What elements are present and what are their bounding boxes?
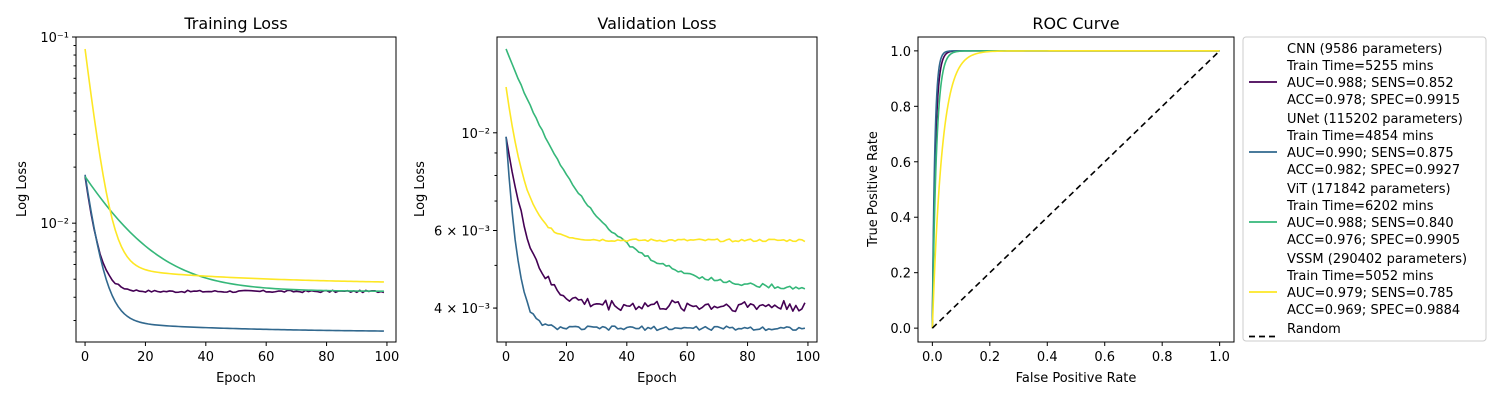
roc-curve-xlabel: False Positive Rate bbox=[1016, 371, 1137, 386]
training-loss-xlabel: Epoch bbox=[216, 371, 256, 386]
legend-text-vssm: ACC=0.969; SPEC=0.9884 bbox=[1287, 303, 1460, 318]
training-loss-xtick-label: 0 bbox=[81, 350, 89, 365]
roc-curve-ytick-label: 0.8 bbox=[890, 100, 911, 115]
training-loss-series-vssm bbox=[84, 48, 384, 283]
legend-text-unet: AUC=0.990; SENS=0.875 bbox=[1287, 146, 1454, 161]
training-loss-xtick-label: 60 bbox=[258, 350, 275, 365]
roc-curve-xtick-label: 0.2 bbox=[979, 350, 1000, 365]
validation-loss-ytick-label: 4 × 10⁻³ bbox=[434, 302, 490, 317]
roc-legend: CNN (9586 parameters) Train Time=5255 min… bbox=[1242, 36, 1487, 342]
legend-text-unet: Train Time=4854 mins bbox=[1286, 129, 1434, 144]
validation-loss-axes-frame bbox=[496, 36, 818, 343]
legend-text-cnn: Train Time=5255 mins bbox=[1286, 59, 1434, 74]
training-loss-series-unet bbox=[84, 174, 384, 332]
legend-text-unet: ACC=0.982; SPEC=0.9927 bbox=[1287, 163, 1460, 178]
validation-loss-panel: Validation Loss 0 20 40 60 80 100 4 × 10⁻³ 6 ×… bbox=[413, 14, 820, 386]
roc-curve-xtick-label: 0.0 bbox=[922, 350, 943, 365]
validation-loss-series-vssm bbox=[505, 86, 806, 243]
roc-curve-ytick-label: 0.2 bbox=[890, 267, 911, 282]
training-loss-xtick-label: 40 bbox=[198, 350, 215, 365]
legend-text-vssm: Train Time=5052 mins bbox=[1286, 269, 1434, 284]
legend-text-vssm: VSSM (290402 parameters) bbox=[1287, 252, 1467, 267]
legend-text-vit: AUC=0.988; SENS=0.840 bbox=[1287, 216, 1454, 231]
validation-loss-series-cnn bbox=[505, 136, 806, 313]
training-loss-ylabel: Log Loss bbox=[15, 161, 30, 217]
roc-curve-axes-frame bbox=[917, 36, 1235, 343]
validation-loss-title: Validation Loss bbox=[597, 14, 716, 33]
roc-curve-ylabel: True Positive Rate bbox=[866, 131, 881, 248]
roc-curve-ytick-label: 0.0 bbox=[890, 322, 911, 337]
roc-curve-ytick-label: 0.6 bbox=[890, 156, 911, 171]
training-loss-ytick-label: 10⁻² bbox=[40, 217, 69, 232]
validation-loss-xlabel: Epoch bbox=[637, 371, 677, 386]
validation-loss-ylabel: Log Loss bbox=[413, 161, 428, 217]
validation-loss-xtick-label: 0 bbox=[502, 350, 510, 365]
training-loss-xtick-label: 20 bbox=[137, 350, 154, 365]
training-loss-panel: Training Loss 0 20 40 60 80 100 10⁻² 10⁻¹ Epoc… bbox=[15, 14, 399, 386]
roc-curve-ytick-label: 1.0 bbox=[890, 45, 911, 60]
legend-frame bbox=[1242, 36, 1487, 342]
validation-loss-xtick-label: 40 bbox=[619, 350, 636, 365]
legend-text-vit: ViT (171842 parameters) bbox=[1287, 182, 1451, 197]
validation-loss-xtick-label: 20 bbox=[558, 350, 575, 365]
roc-curve-panel: ROC Curve 0.0 0.2 0.4 0.6 0.8 1.0 0.0 0.2 0.4 0.… bbox=[866, 14, 1235, 386]
training-loss-xtick-label: 80 bbox=[318, 350, 335, 365]
roc-curve-xtick-label: 0.4 bbox=[1037, 350, 1058, 365]
roc-curve-xtick-label: 0.6 bbox=[1094, 350, 1115, 365]
legend-text-random: Random bbox=[1287, 322, 1341, 337]
training-loss-series-vit bbox=[84, 176, 384, 292]
validation-loss-series-unet bbox=[505, 136, 806, 332]
legend-text-vit: Train Time=6202 mins bbox=[1286, 199, 1434, 214]
training-loss-ytick-label: 10⁻¹ bbox=[40, 31, 69, 46]
roc-curve-series-vssm bbox=[931, 50, 1220, 329]
training-loss-xtick-label: 100 bbox=[375, 350, 400, 365]
roc-curve-xtick-label: 1.0 bbox=[1209, 350, 1230, 365]
legend-text-vit: ACC=0.976; SPEC=0.9905 bbox=[1287, 233, 1460, 248]
validation-loss-ytick-label: 10⁻² bbox=[461, 127, 490, 142]
training-loss-title: Training Loss bbox=[183, 14, 287, 33]
legend-text-cnn: CNN (9586 parameters) bbox=[1287, 42, 1442, 57]
legend-text-vssm: AUC=0.979; SENS=0.785 bbox=[1287, 286, 1454, 301]
legend-text-unet: UNet (115202 parameters) bbox=[1287, 112, 1463, 127]
legend-text-cnn: AUC=0.988; SENS=0.852 bbox=[1287, 76, 1454, 91]
roc-curve-xtick-label: 0.8 bbox=[1152, 350, 1173, 365]
validation-loss-series-vit bbox=[505, 48, 806, 290]
validation-loss-xtick-label: 80 bbox=[739, 350, 756, 365]
validation-loss-ytick-label: 6 × 10⁻³ bbox=[434, 225, 490, 240]
roc-curve-ytick-label: 0.4 bbox=[890, 211, 911, 226]
validation-loss-xtick-label: 60 bbox=[679, 350, 696, 365]
legend-text-cnn: ACC=0.978; SPEC=0.9915 bbox=[1287, 93, 1460, 108]
roc-curve-series-random bbox=[931, 50, 1221, 329]
roc-curve-title: ROC Curve bbox=[1032, 14, 1119, 33]
validation-loss-xtick-label: 100 bbox=[796, 350, 821, 365]
training-loss-axes-frame bbox=[75, 36, 397, 343]
